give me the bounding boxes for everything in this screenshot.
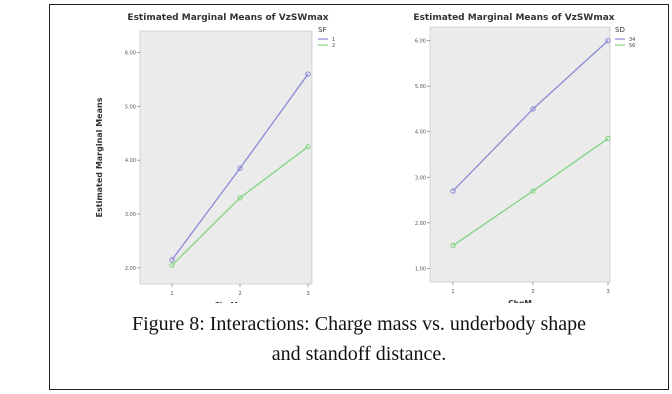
chart-left-sf: Estimated Marginal Means of VzSWmax Estim… <box>68 5 360 303</box>
left-y-tick-label-1: 3.00 <box>125 212 136 218</box>
left-point-2-1 <box>169 262 175 268</box>
right-legend-label-34: 34 <box>629 37 635 43</box>
caption-line-2: and standoff distance. <box>271 343 447 365</box>
left-series-line-2 <box>171 146 309 266</box>
right-point-34-1 <box>450 188 456 194</box>
right-legend-label-56: 56 <box>629 43 635 49</box>
right-x-tick-label-0: 1 <box>451 289 455 295</box>
left-point-1-3 <box>305 71 311 77</box>
right-legend-title: SD <box>615 26 625 34</box>
left-y-tick-label-2: 4.00 <box>125 158 136 164</box>
left-point-1-2 <box>237 165 243 171</box>
right-y-tick-label-0: 1.00 <box>415 266 426 272</box>
left-series-line-1 <box>171 73 309 261</box>
left-y-axis-label: Estimated Marginal Means <box>95 97 104 217</box>
chart-right-sd: Estimated Marginal Means of VzSWmax 1.00 2… <box>360 5 655 303</box>
left-y-tick-label-0: 2.00 <box>125 266 136 272</box>
left-title: Estimated Marginal Means of VzSWmax <box>127 13 328 23</box>
left-legend-label-1: 1 <box>332 37 335 43</box>
left-x-axis-label: ChgM <box>214 301 238 303</box>
left-x-tick-label-2: 3 <box>306 291 310 297</box>
left-x-tick-label-0: 1 <box>170 291 174 297</box>
right-point-34-3 <box>605 37 611 44</box>
right-x-axis-label: ChgM <box>508 299 532 303</box>
right-point-56-3 <box>605 135 611 142</box>
figure-frame: Estimated Marginal Means of VzSWmax Estim… <box>49 4 669 390</box>
left-y-tick-label-4: 6.00 <box>125 51 136 57</box>
right-title: Estimated Marginal Means of VzSWmax <box>413 13 614 23</box>
left-point-1-1 <box>169 257 175 263</box>
right-y-tick-label-1: 2.00 <box>415 221 426 227</box>
right-point-34-2 <box>530 106 536 112</box>
right-series-line-56 <box>452 138 609 247</box>
right-y-tick-label-2: 3.00 <box>415 175 426 181</box>
right-x-tick-label-2: 3 <box>606 289 610 295</box>
left-x-tick-label-1: 2 <box>238 291 242 297</box>
left-plot-area <box>139 30 313 285</box>
right-point-56-2 <box>530 188 536 194</box>
figure-area: Estimated Marginal Means of VzSWmax Estim… <box>68 5 655 303</box>
right-y-tick-label-5: 6.00 <box>415 39 426 45</box>
right-y-tick-label-3: 4.00 <box>415 130 426 136</box>
left-y-tick-label-3: 5.00 <box>125 104 136 110</box>
right-y-tick-label-4: 5.00 <box>415 84 426 90</box>
right-series-line-34 <box>452 40 609 192</box>
right-plot-area <box>429 26 611 283</box>
right-x-tick-label-1: 2 <box>531 289 535 295</box>
left-point-2-3 <box>305 144 311 150</box>
left-legend-label-2: 2 <box>332 43 335 49</box>
caption-line-1: Figure 8: Interactions: Charge mass vs. … <box>132 313 586 335</box>
figure-caption: Figure 8: Interactions: Charge mass vs. … <box>50 309 668 369</box>
left-legend-title: SF <box>318 26 326 34</box>
right-point-56-1 <box>450 242 456 249</box>
left-point-2-2 <box>237 195 243 201</box>
